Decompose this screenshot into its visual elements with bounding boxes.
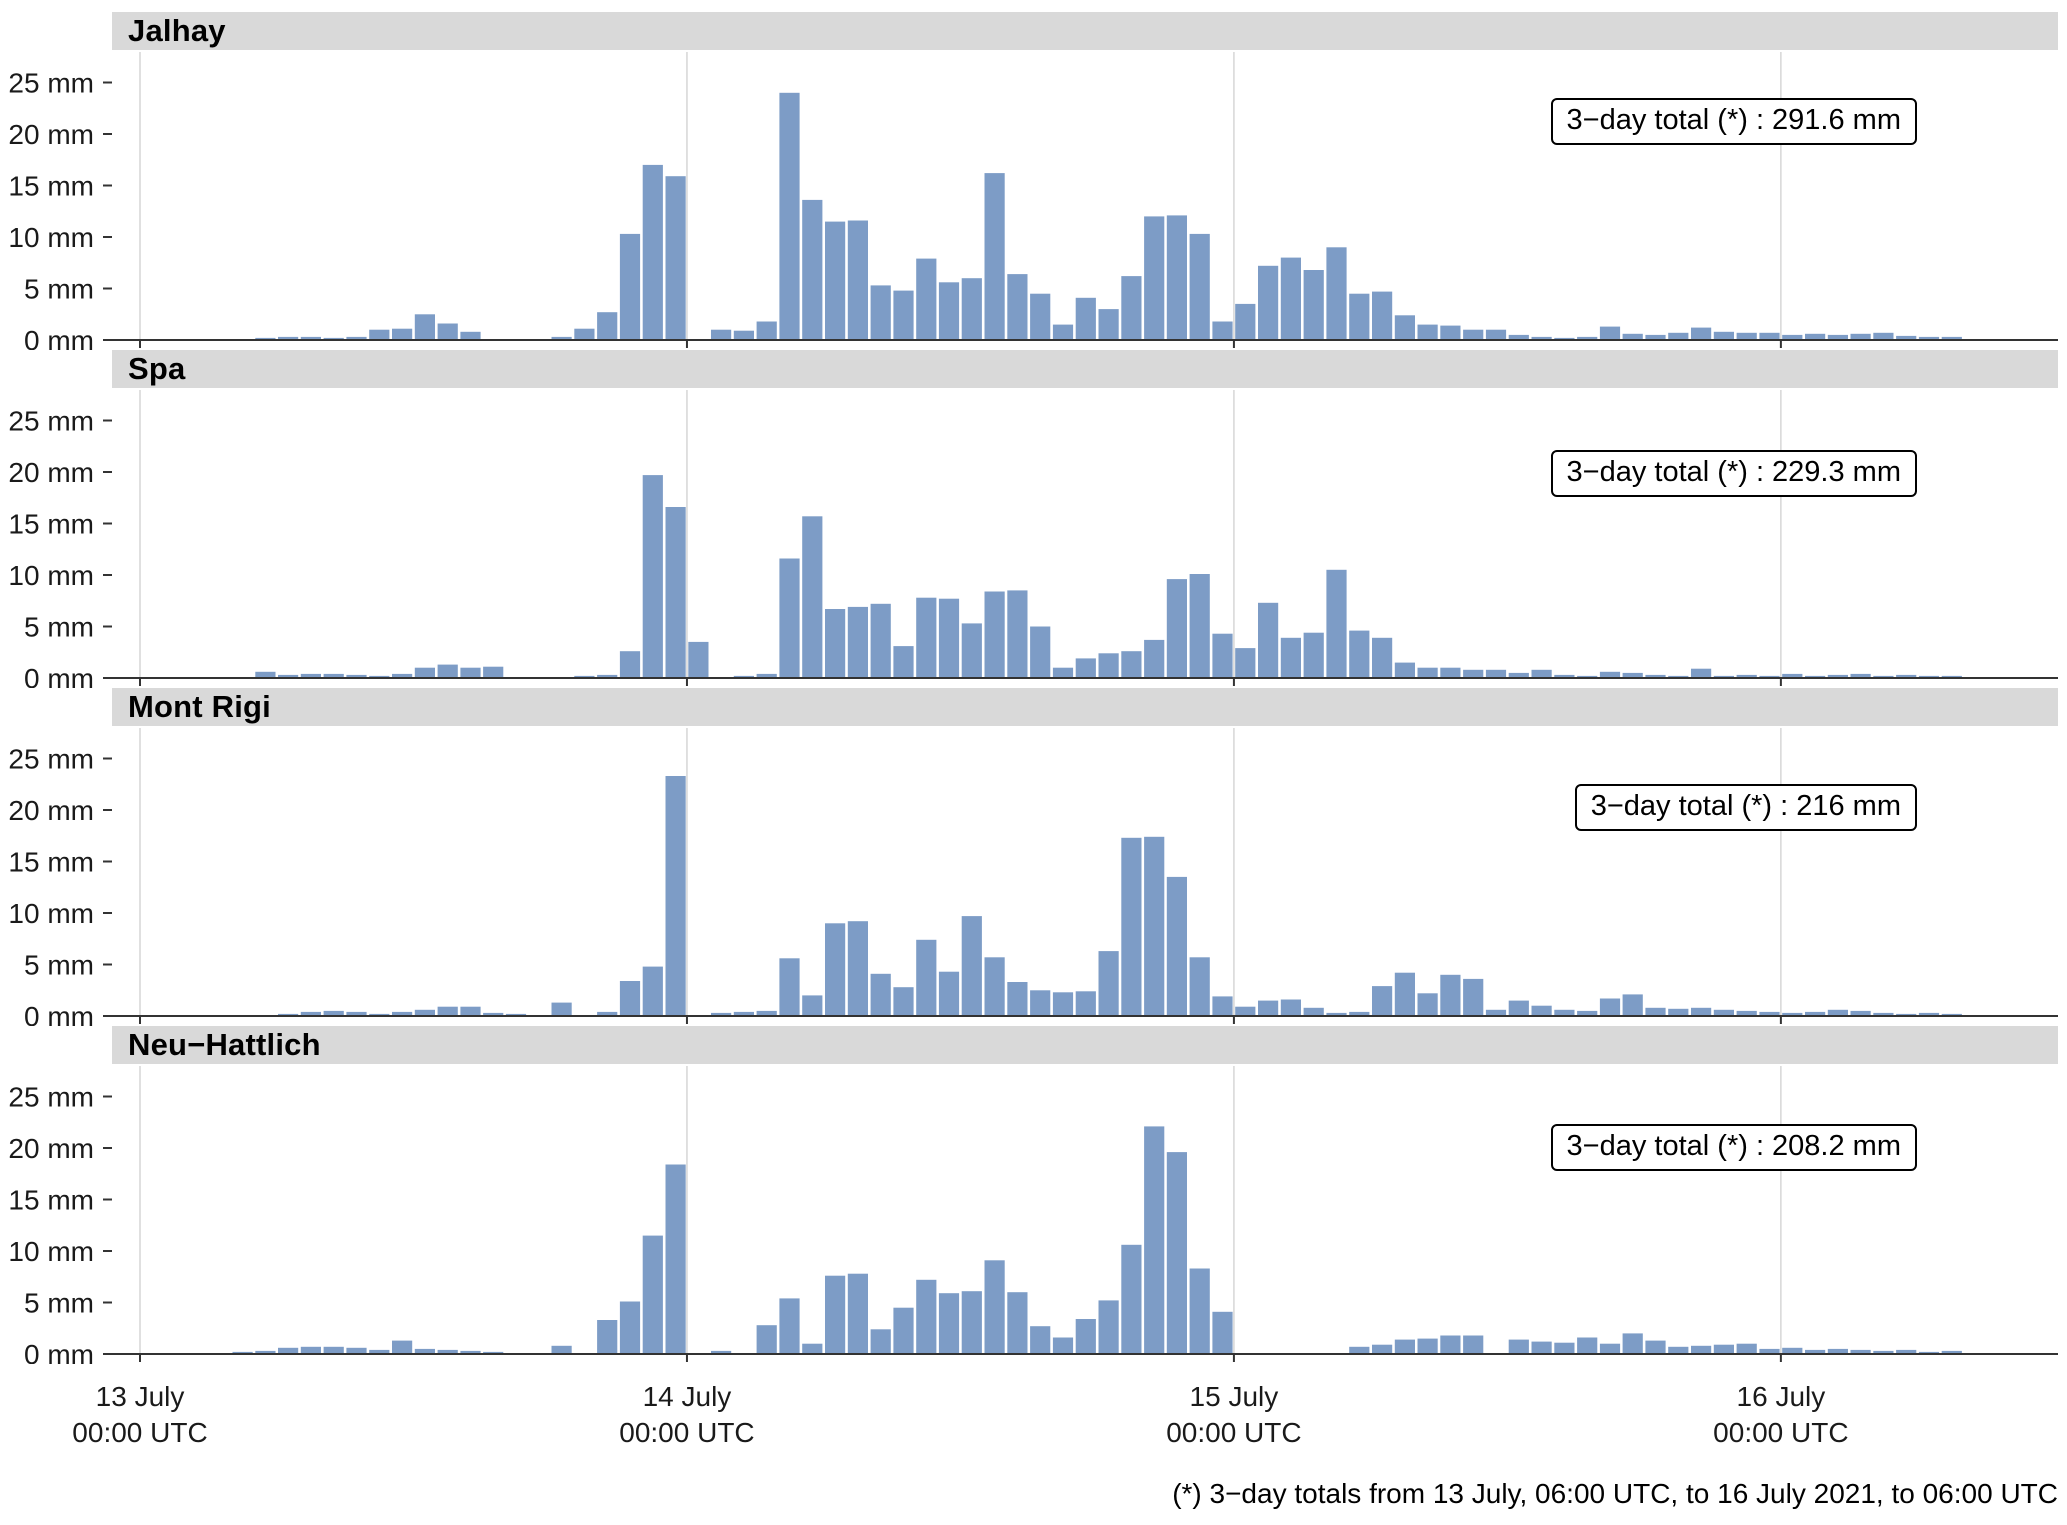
panel-jalhay: Jalhay 0 mm 5 mm 10 mm 15 mm 20 mm 25 mm 3−da… <box>0 12 2067 350</box>
station-name: Neu−Hattlich <box>128 1027 321 1062</box>
spa-bars-chart: 0 mm 5 mm 10 mm 15 mm 20 mm 25 mm <box>8 390 2058 688</box>
panel-strip: Neu−Hattlich <box>112 1026 2058 1064</box>
plot-area: 0 mm 5 mm 10 mm 15 mm 20 mm 25 mm 3−day total… <box>0 50 2067 350</box>
svg-text:14 July: 14 July <box>643 1381 732 1412</box>
three-day-total-badge: 3−day total (*) : 208.2 mm <box>1550 1124 1917 1171</box>
svg-text:15 mm: 15 mm <box>8 509 94 540</box>
svg-text:15 mm: 15 mm <box>8 847 94 878</box>
svg-text:0 mm: 0 mm <box>24 325 94 350</box>
panel-spa: Spa 0 mm 5 mm 10 mm 15 mm 20 mm 25 mm 3−day t… <box>0 350 2067 688</box>
svg-text:10 mm: 10 mm <box>8 560 94 591</box>
footnote: (*) 3−day totals from 13 July, 06:00 UTC… <box>1172 1478 2058 1509</box>
three-day-total-badge: 3−day total (*) : 216 mm <box>1574 784 1917 831</box>
three-day-total-badge: 3−day total (*) : 229.3 mm <box>1550 450 1917 497</box>
svg-text:0 mm: 0 mm <box>24 1339 94 1364</box>
panel-mont-rigi: Mont Rigi 0 mm 5 mm 10 mm 15 mm 20 mm 25 mm 3… <box>0 688 2067 1026</box>
svg-text:25 mm: 25 mm <box>8 406 94 437</box>
three-day-total-badge: 3−day total (*) : 291.6 mm <box>1550 98 1917 145</box>
svg-text:20 mm: 20 mm <box>8 119 94 150</box>
svg-text:25 mm: 25 mm <box>8 68 94 99</box>
station-name: Mont Rigi <box>128 689 271 724</box>
mont-rigi-bars-chart: 0 mm 5 mm 10 mm 15 mm 20 mm 25 mm <box>8 728 2058 1026</box>
panel-strip: Jalhay <box>112 12 2058 50</box>
plot-area: 0 mm 5 mm 10 mm 15 mm 20 mm 25 mm 3−day total… <box>0 726 2067 1026</box>
panel-strip: Spa <box>112 350 2058 388</box>
svg-text:5 mm: 5 mm <box>24 1288 94 1319</box>
svg-text:15 mm: 15 mm <box>8 171 94 202</box>
plot-area: 0 mm 5 mm 10 mm 15 mm 20 mm 25 mm 3−day total… <box>0 388 2067 688</box>
svg-text:5 mm: 5 mm <box>24 274 94 305</box>
svg-text:00:00 UTC: 00:00 UTC <box>72 1417 207 1448</box>
station-name: Spa <box>128 351 186 386</box>
svg-text:0 mm: 0 mm <box>24 1001 94 1026</box>
svg-text:00:00 UTC: 00:00 UTC <box>1166 1417 1301 1448</box>
panel-neu-hattlich: Neu−Hattlich 0 mm 5 mm 10 mm 15 mm 20 mm 25 m… <box>0 1026 2067 1364</box>
svg-text:15 July: 15 July <box>1190 1381 1279 1412</box>
svg-text:5 mm: 5 mm <box>24 950 94 981</box>
jalhay-bars-chart: 0 mm 5 mm 10 mm 15 mm 20 mm 25 mm <box>8 52 2058 350</box>
svg-text:0 mm: 0 mm <box>24 663 94 688</box>
svg-text:20 mm: 20 mm <box>8 1133 94 1164</box>
svg-text:10 mm: 10 mm <box>8 898 94 929</box>
svg-text:25 mm: 25 mm <box>8 1082 94 1113</box>
panel-strip: Mont Rigi <box>112 688 2058 726</box>
svg-text:16 July: 16 July <box>1737 1381 1826 1412</box>
x-axis: 13 July 00:00 UTC 14 July 00:00 UTC 15 July 0… <box>72 1381 1848 1448</box>
station-name: Jalhay <box>128 13 226 48</box>
neu-hattlich-bars-chart: 0 mm 5 mm 10 mm 15 mm 20 mm 25 mm <box>8 1066 2058 1364</box>
svg-text:00:00 UTC: 00:00 UTC <box>619 1417 754 1448</box>
svg-text:5 mm: 5 mm <box>24 612 94 643</box>
svg-text:25 mm: 25 mm <box>8 744 94 775</box>
svg-text:10 mm: 10 mm <box>8 1236 94 1267</box>
svg-text:10 mm: 10 mm <box>8 222 94 253</box>
svg-text:15 mm: 15 mm <box>8 1185 94 1216</box>
plot-area: 0 mm 5 mm 10 mm 15 mm 20 mm 25 mm 3−day total… <box>0 1064 2067 1364</box>
svg-text:13 July: 13 July <box>96 1381 185 1412</box>
svg-text:20 mm: 20 mm <box>8 457 94 488</box>
svg-text:00:00 UTC: 00:00 UTC <box>1713 1417 1848 1448</box>
svg-text:20 mm: 20 mm <box>8 795 94 826</box>
